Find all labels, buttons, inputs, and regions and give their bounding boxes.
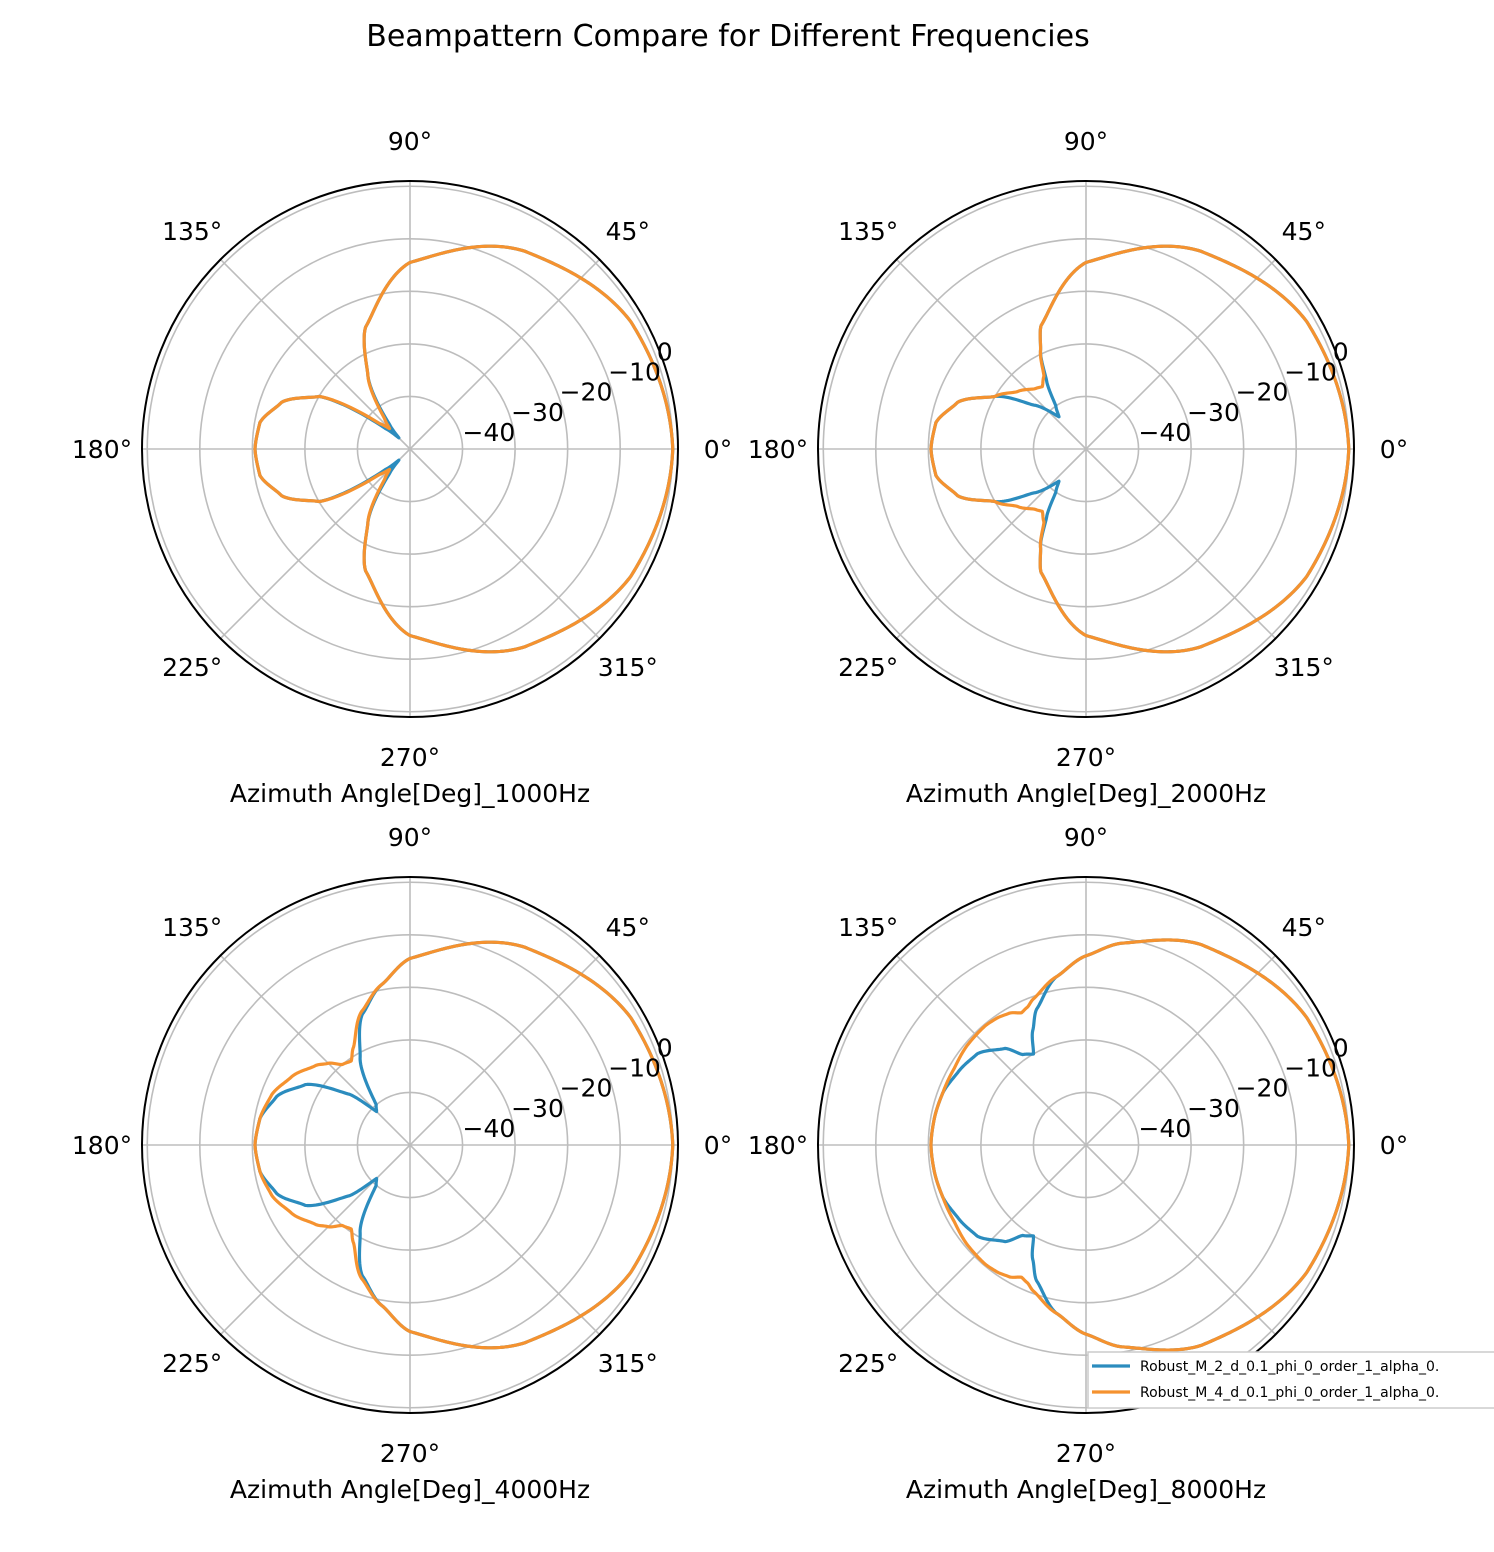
x-axis-label: Azimuth Angle[Deg]_4000Hz	[230, 1475, 590, 1504]
r-tick-label: −10	[608, 1054, 661, 1083]
theta-gridline	[219, 1144, 411, 1336]
theta-tick-label: 90°	[1064, 127, 1108, 156]
theta-tick-label: 45°	[1282, 217, 1326, 246]
series-line-2	[929, 244, 1351, 654]
polar-frame	[817, 876, 1355, 1414]
r-tick-label: −40	[463, 418, 516, 447]
r-tick-label: −10	[1284, 1054, 1337, 1083]
theta-tick-label: 135°	[162, 217, 222, 246]
theta-tick-label: 0°	[704, 1131, 732, 1160]
theta-tick-label: 315°	[598, 653, 658, 682]
theta-gridline	[409, 448, 601, 640]
figure-title: Beampattern Compare for Different Freque…	[366, 19, 1089, 54]
theta-tick-label: 180°	[748, 435, 808, 464]
r-tick-label: −20	[560, 378, 613, 407]
series-line-2	[253, 940, 675, 1350]
theta-tick-label: 90°	[1064, 823, 1108, 852]
r-tick-label: −10	[608, 358, 661, 387]
theta-tick-label: 135°	[838, 913, 898, 942]
r-tick-label: −40	[1139, 1114, 1192, 1143]
theta-gridline	[1085, 448, 1277, 640]
r-tick-label: −40	[1139, 418, 1192, 447]
theta-gridline	[409, 954, 601, 1146]
theta-tick-label: 180°	[72, 1131, 132, 1160]
polar-frame	[141, 180, 679, 718]
r-tick-label: −30	[511, 1094, 564, 1123]
theta-tick-label: 45°	[606, 217, 650, 246]
theta-tick-label: 225°	[838, 1349, 898, 1378]
theta-tick-label: 225°	[162, 653, 222, 682]
theta-tick-label: 0°	[1380, 435, 1408, 464]
series-line-2	[253, 244, 675, 654]
theta-tick-label: 225°	[838, 653, 898, 682]
theta-gridline	[1085, 954, 1277, 1146]
theta-tick-label: 45°	[606, 913, 650, 942]
theta-gridline	[219, 258, 411, 450]
legend-entry-2: Robust_M_4_d_0.1_phi_0_order_1_alpha_0.	[1140, 1385, 1439, 1401]
theta-tick-label: 270°	[380, 1439, 440, 1468]
theta-tick-label: 180°	[748, 1131, 808, 1160]
r-tick-label: −40	[463, 1114, 516, 1143]
polar-frame	[817, 180, 1355, 718]
r-tick-label: −30	[1187, 398, 1240, 427]
legend: Robust_M_2_d_0.1_phi_0_order_1_alpha_0. R…	[1087, 1351, 1494, 1409]
r-tick-label: 0	[657, 1034, 673, 1063]
theta-gridline	[895, 258, 1087, 450]
polar-subplot-1: 0° 45° 90° 135° 180° 225° 270° 315° −40−30−20−10…	[72, 127, 732, 808]
theta-tick-label: 315°	[1274, 653, 1334, 682]
theta-tick-label: 45°	[1282, 913, 1326, 942]
polar-frame	[141, 876, 679, 1414]
series-line-2	[929, 938, 1351, 1352]
theta-tick-label: 180°	[72, 435, 132, 464]
theta-gridline	[409, 1144, 601, 1336]
theta-gridline	[895, 448, 1087, 640]
x-axis-label: Azimuth Angle[Deg]_8000Hz	[906, 1475, 1266, 1504]
subplot-grid: 0°45°90°135°180°225°270°315°−40−30−20−10…	[72, 127, 1408, 1504]
theta-tick-label: 0°	[704, 435, 732, 464]
theta-tick-label: 90°	[388, 823, 432, 852]
r-tick-label: −20	[1236, 1074, 1289, 1103]
theta-gridline	[1085, 258, 1277, 450]
theta-tick-label: 270°	[1056, 743, 1116, 772]
r-tick-label: 0	[1333, 338, 1349, 367]
polar-subplot-3: 0° 45° 90° 135° 180° 225° 270° 315° −40−30−20−10…	[72, 823, 732, 1504]
theta-tick-label: 0°	[1380, 1131, 1408, 1160]
theta-tick-label: 270°	[1056, 1439, 1116, 1468]
polar-subplot-4: 0°45°90°135°180°225°270°315°−40−30−20−10…	[748, 823, 1408, 1504]
theta-tick-label: 315°	[598, 1349, 658, 1378]
theta-tick-label: 135°	[162, 913, 222, 942]
theta-tick-label: 225°	[162, 1349, 222, 1378]
theta-gridline	[219, 448, 411, 640]
r-tick-label: 0	[1333, 1034, 1349, 1063]
legend-entry-1: Robust_M_2_d_0.1_phi_0_order_1_alpha_0.	[1140, 1359, 1439, 1375]
r-tick-label: −20	[1236, 378, 1289, 407]
polar-subplot-2: 0° 45° 90° 135° 180° 225° 270° 315° −40−30−20−10…	[748, 127, 1408, 808]
x-axis-label: Azimuth Angle[Deg]_2000Hz	[906, 779, 1266, 808]
r-tick-label: −10	[1284, 358, 1337, 387]
theta-gridline	[1085, 1144, 1277, 1336]
r-tick-label: −30	[1187, 1094, 1240, 1123]
r-tick-label: −20	[560, 1074, 613, 1103]
x-axis-label: Azimuth Angle[Deg]_1000Hz	[230, 779, 590, 808]
r-tick-label: −30	[511, 398, 564, 427]
theta-gridline	[409, 258, 601, 450]
theta-tick-label: 135°	[838, 217, 898, 246]
theta-gridline	[219, 954, 411, 1146]
theta-tick-label: 270°	[380, 743, 440, 772]
theta-tick-label: 90°	[388, 127, 432, 156]
r-tick-label: 0	[657, 338, 673, 367]
legend-box	[1087, 1351, 1494, 1409]
